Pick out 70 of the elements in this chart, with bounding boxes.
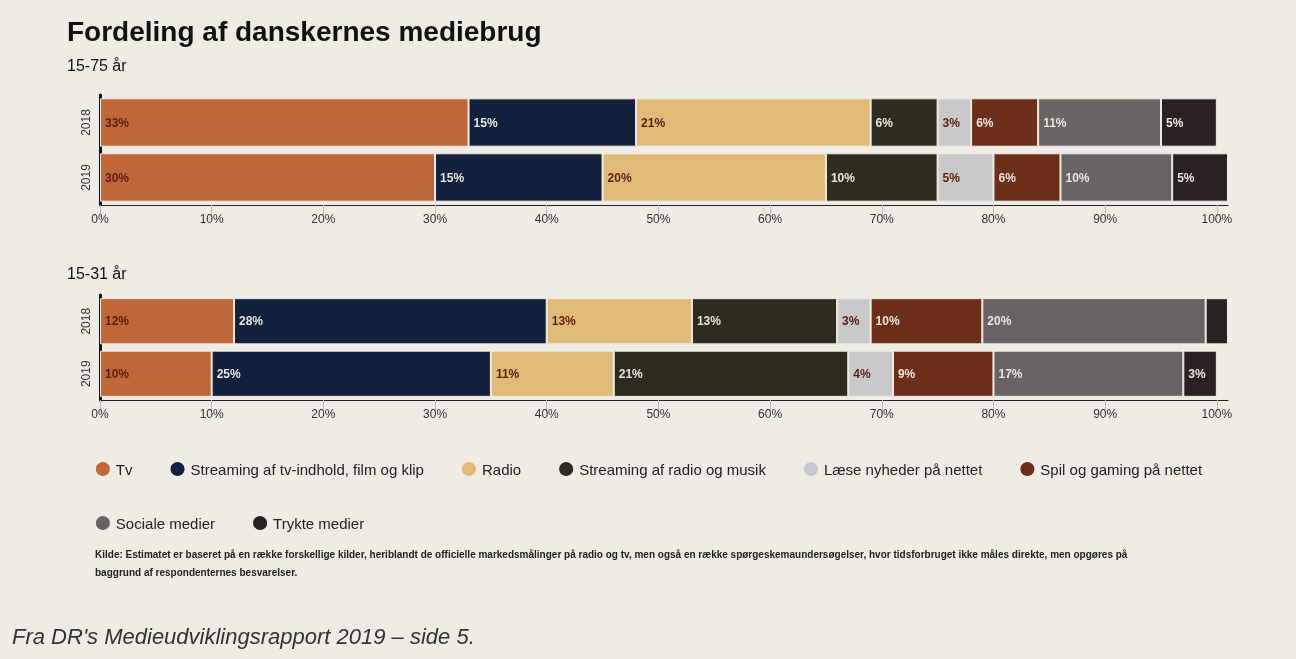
y-tick-label: 2018 — [79, 108, 93, 136]
text: Fra DR's Medieudviklingsrapport 2019 – side 5. — [12, 623, 475, 649]
data-label: 15% — [440, 170, 465, 185]
data-label: 3% — [1188, 366, 1206, 381]
x-tick-label: 70% — [869, 407, 895, 421]
data-label: 10% — [875, 314, 900, 329]
data-label: 6% — [875, 115, 894, 130]
chart-subtitle: 15-75 år — [67, 56, 128, 74]
data-label: 13% — [551, 314, 577, 329]
legend-label: Radio — [481, 460, 522, 478]
data-label: 15% — [473, 115, 498, 130]
text: Kilde: Estimatet er baseret på en række forskellige kilder, heriblandt de officielle markedsmålinger på radio og tv, men også en række spørgeskemaundersøgelser, hvor tidsforbruget ikke måles direkte, men opgøres på baggrund af respondenternes besvarelser. — [95, 548, 1131, 578]
chart-title: Fordeling af danskernes mediebrug — [67, 15, 542, 47]
data-label: 4% — [853, 366, 871, 381]
data-label: 30% — [105, 170, 130, 185]
data-label: 5% — [1165, 115, 1184, 130]
x-tick-label: 40% — [534, 212, 560, 226]
y-tick-label: 2019 — [79, 163, 93, 191]
legend-label: Sociale medier — [115, 514, 216, 532]
legend-label: Tv — [115, 460, 134, 478]
x-tick-label: 100% — [1201, 407, 1233, 421]
data-label: 5% — [942, 170, 961, 185]
x-tick-label: 70% — [869, 212, 895, 226]
data-label: 3% — [942, 115, 961, 130]
legend-label: Trykte medier — [273, 514, 365, 532]
data-label: 33% — [105, 115, 130, 130]
data-label: 11% — [495, 366, 520, 381]
x-tick-label: 30% — [423, 212, 448, 226]
x-tick-label: 50% — [646, 212, 671, 226]
x-tick-label: 60% — [758, 407, 783, 421]
y-tick-label: 2018 — [79, 307, 93, 335]
data-label: 10% — [1065, 170, 1090, 185]
legend-label: Læse nyheder på nettet — [823, 460, 984, 478]
data-label: 3% — [842, 314, 860, 329]
x-tick-label: 10% — [199, 407, 225, 421]
x-tick-label: 0% — [91, 407, 109, 421]
data-label: 10% — [830, 170, 856, 185]
legend-label: Spil og gaming på nettet — [1040, 460, 1203, 478]
x-tick-label: 90% — [1093, 407, 1118, 421]
data-label: 20% — [987, 314, 1012, 329]
x-tick-label: 60% — [758, 212, 783, 226]
data-label: 12% — [105, 314, 130, 329]
data-label: 20% — [607, 170, 632, 185]
data-label: 21% — [618, 366, 644, 381]
chart-subtitle: 15-31 år — [67, 264, 128, 282]
data-label: 13% — [696, 314, 722, 329]
x-tick-label: 80% — [981, 212, 1006, 226]
x-tick-label: 80% — [981, 407, 1006, 421]
data-label: 9% — [897, 366, 916, 381]
data-label: 25% — [216, 366, 242, 381]
x-tick-label: 90% — [1093, 212, 1118, 226]
data-label: 28% — [239, 314, 264, 329]
x-tick-label: 20% — [311, 212, 336, 226]
x-tick-label: 30% — [423, 407, 448, 421]
y-tick-label: 2019 — [79, 360, 93, 388]
data-label: 17% — [998, 366, 1023, 381]
x-tick-label: 100% — [1201, 212, 1233, 226]
x-tick-label: 0% — [91, 212, 109, 226]
data-label: 11% — [1043, 115, 1067, 130]
data-label: 6% — [998, 170, 1017, 185]
legend-label: Streaming af tv-indhold, film og klip — [190, 460, 424, 478]
data-label: 5% — [1177, 170, 1195, 185]
x-tick-label: 10% — [199, 212, 225, 226]
data-label: 6% — [976, 115, 994, 130]
data-label: 10% — [105, 366, 130, 381]
x-tick-label: 50% — [646, 407, 671, 421]
x-tick-label: 40% — [534, 407, 560, 421]
legend-label: Streaming af radio og musik — [579, 460, 767, 478]
x-tick-label: 20% — [311, 407, 336, 421]
data-label: 21% — [641, 115, 666, 130]
